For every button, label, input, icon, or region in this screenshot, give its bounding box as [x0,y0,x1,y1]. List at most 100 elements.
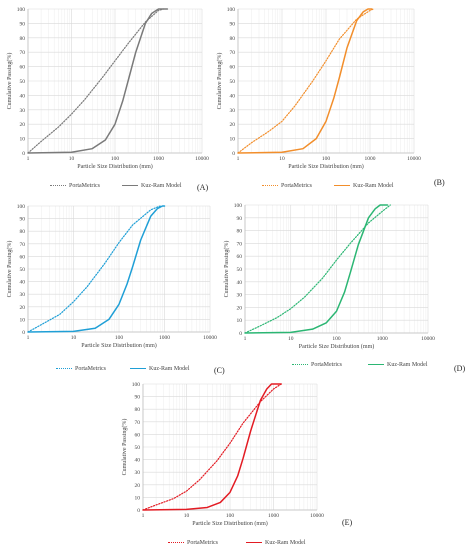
x-tick-label: 10 [279,156,285,162]
series-line-kuz-ram [244,204,389,334]
y-tick-label: 10 [20,317,26,323]
y-tick-label: 100 [17,204,26,210]
x-tick-label: 1000 [268,513,279,519]
y-tick-label: 80 [237,229,243,235]
series-line-portametrics [27,205,161,333]
y-tick-label: 10 [135,495,141,501]
y-tick-label: 50 [230,79,236,85]
legend-e: PortaMetrics Kuz-Ram Model [168,540,318,550]
panel-label-b: (B) [434,178,445,187]
x-tick-label: 100 [226,513,235,519]
y-tick-label: 70 [135,420,141,426]
y-tick-label: 50 [237,267,243,273]
y-tick-label: 60 [20,254,26,260]
y-axis-label: Cumulative Passing(%) [223,241,230,298]
panel-label-c: (C) [214,366,225,375]
legend-label: PortaMetrics [187,540,218,546]
chart-panel-d: 1 10 100 1000 10000 0 10 20 30 40 50 60 70 80 90 100 Par… [223,198,472,376]
legend-swatch-dotted [50,185,66,187]
x-tick-label: 1000 [159,335,170,341]
legend-label: Kuz-Ram Model [149,366,190,372]
y-tick-label: 80 [135,407,141,413]
legend-swatch-solid [334,185,350,187]
chart-svg-e: 1 10 100 1000 100000102030405060708090100Par… [121,382,324,527]
y-tick-label: 40 [237,280,243,286]
legend-item-portametrics: PortaMetrics [50,183,100,189]
legend-swatch-dotted [168,542,184,544]
legend-swatch-solid [246,542,262,544]
x-tick-label: 1000 [365,156,376,162]
x-tick-label: 1 [27,335,30,341]
y-tick-label: 0 [232,151,235,157]
y-tick-label: 20 [135,483,141,489]
y-tick-label: 10 [237,318,243,324]
y-axis-label: Cumulative Passing(%) [6,241,13,298]
panel-label-d: (D) [454,364,466,373]
x-tick-label: 10 [71,335,77,341]
y-tick-label: 70 [20,50,26,56]
x-tick-label: 10 [184,513,190,519]
y-tick-label: 40 [135,458,141,464]
chart-svg-d: 1 10 100 1000 100000102030405060708090100Par… [223,203,435,350]
x-tick-label: 100 [115,335,124,341]
y-axis-label: Cumulative Passing(%) [6,53,13,110]
y-tick-label: 90 [20,21,26,27]
x-tick-label: 10000 [195,156,209,162]
chart-panel-a: 1 10 100 1000 10000 0 10 20 30 40 50 60 70 80 90 100 Par… [0,0,232,195]
y-tick-label: 90 [237,216,243,222]
y-tick-label: 20 [20,305,26,311]
y-axis-label: Cumulative Passing(%) [121,419,128,476]
y-tick-label: 20 [237,305,243,311]
x-tick-label: 1 [27,156,30,162]
y-tick-label: 0 [22,330,25,336]
x-tick-label: 1000 [153,156,164,162]
chart-panel-e: 1 10 100 1000 10000 0 10 20 30 40 50 60 70 80 90 100 Par… [110,376,362,550]
legend-c: PortaMetrics Kuz-Ram Model [56,366,206,376]
legend-label: PortaMetrics [281,183,312,189]
y-tick-label: 0 [22,151,25,157]
x-tick-label: 10 [288,336,294,342]
legend-item-kuz-ram: Kuz-Ram Model [334,183,394,189]
legend-item-portametrics: PortaMetrics [56,366,106,372]
y-tick-label: 10 [230,137,236,143]
x-axis-label: Particle Size Distribution (mm) [77,163,153,170]
y-tick-label: 80 [20,36,26,42]
y-tick-label: 40 [20,93,26,99]
panel-label-e: (E) [342,518,353,527]
x-tick-label: 10000 [421,336,435,342]
y-tick-label: 20 [230,122,236,128]
chart-svg-b: 1 10 100 1000 100000102030405060708090100Par… [216,7,421,170]
x-tick-label: 1000 [377,336,388,342]
y-tick-label: 10 [20,137,26,143]
x-axis-label: Particle Size Distribution (mm) [81,342,157,349]
y-tick-label: 0 [137,508,140,514]
legend-item-portametrics: PortaMetrics [168,540,218,546]
chart-panel-c: 1 10 100 1000 10000 0 10 20 30 40 50 60 70 80 90 100 Par… [0,198,232,376]
y-tick-label: 30 [20,108,26,114]
legend-swatch-solid [122,185,138,187]
y-tick-label: 70 [237,241,243,247]
x-tick-label: 10000 [310,513,324,519]
panel-label-a: (A) [197,183,209,192]
legend-swatch-dotted [56,368,72,370]
x-tick-label: 100 [332,336,341,342]
legend-swatch-solid [130,368,146,370]
chart-svg-a: 1 10 100 1000 100000102030405060708090100Par… [6,7,209,170]
y-tick-label: 90 [20,217,26,223]
legend-swatch-solid [368,364,384,366]
legend-item-portametrics: PortaMetrics [262,183,312,189]
y-tick-label: 90 [135,395,141,401]
series-line-kuz-ram [237,8,373,154]
y-tick-label: 40 [20,280,26,286]
chart-svg-c: 1 10 100 1000 100000102030405060708090100Par… [6,204,217,349]
y-tick-label: 60 [230,65,236,71]
y-axis-label: Cumulative Passing(%) [216,53,223,110]
chart-panel-b: 1 10 100 1000 10000 0 10 20 30 40 50 60 70 80 90 100 Par… [216,0,472,195]
legend-label: Kuz-Ram Model [141,183,182,189]
x-axis-label: Particle Size Distribution (mm) [288,163,364,170]
y-tick-label: 100 [132,382,141,388]
y-tick-label: 60 [20,65,26,71]
legend-b: PortaMetrics Kuz-Ram Model [262,183,412,193]
series-line-portametrics [244,204,391,334]
legend-item-kuz-ram: Kuz-Ram Model [130,366,190,372]
